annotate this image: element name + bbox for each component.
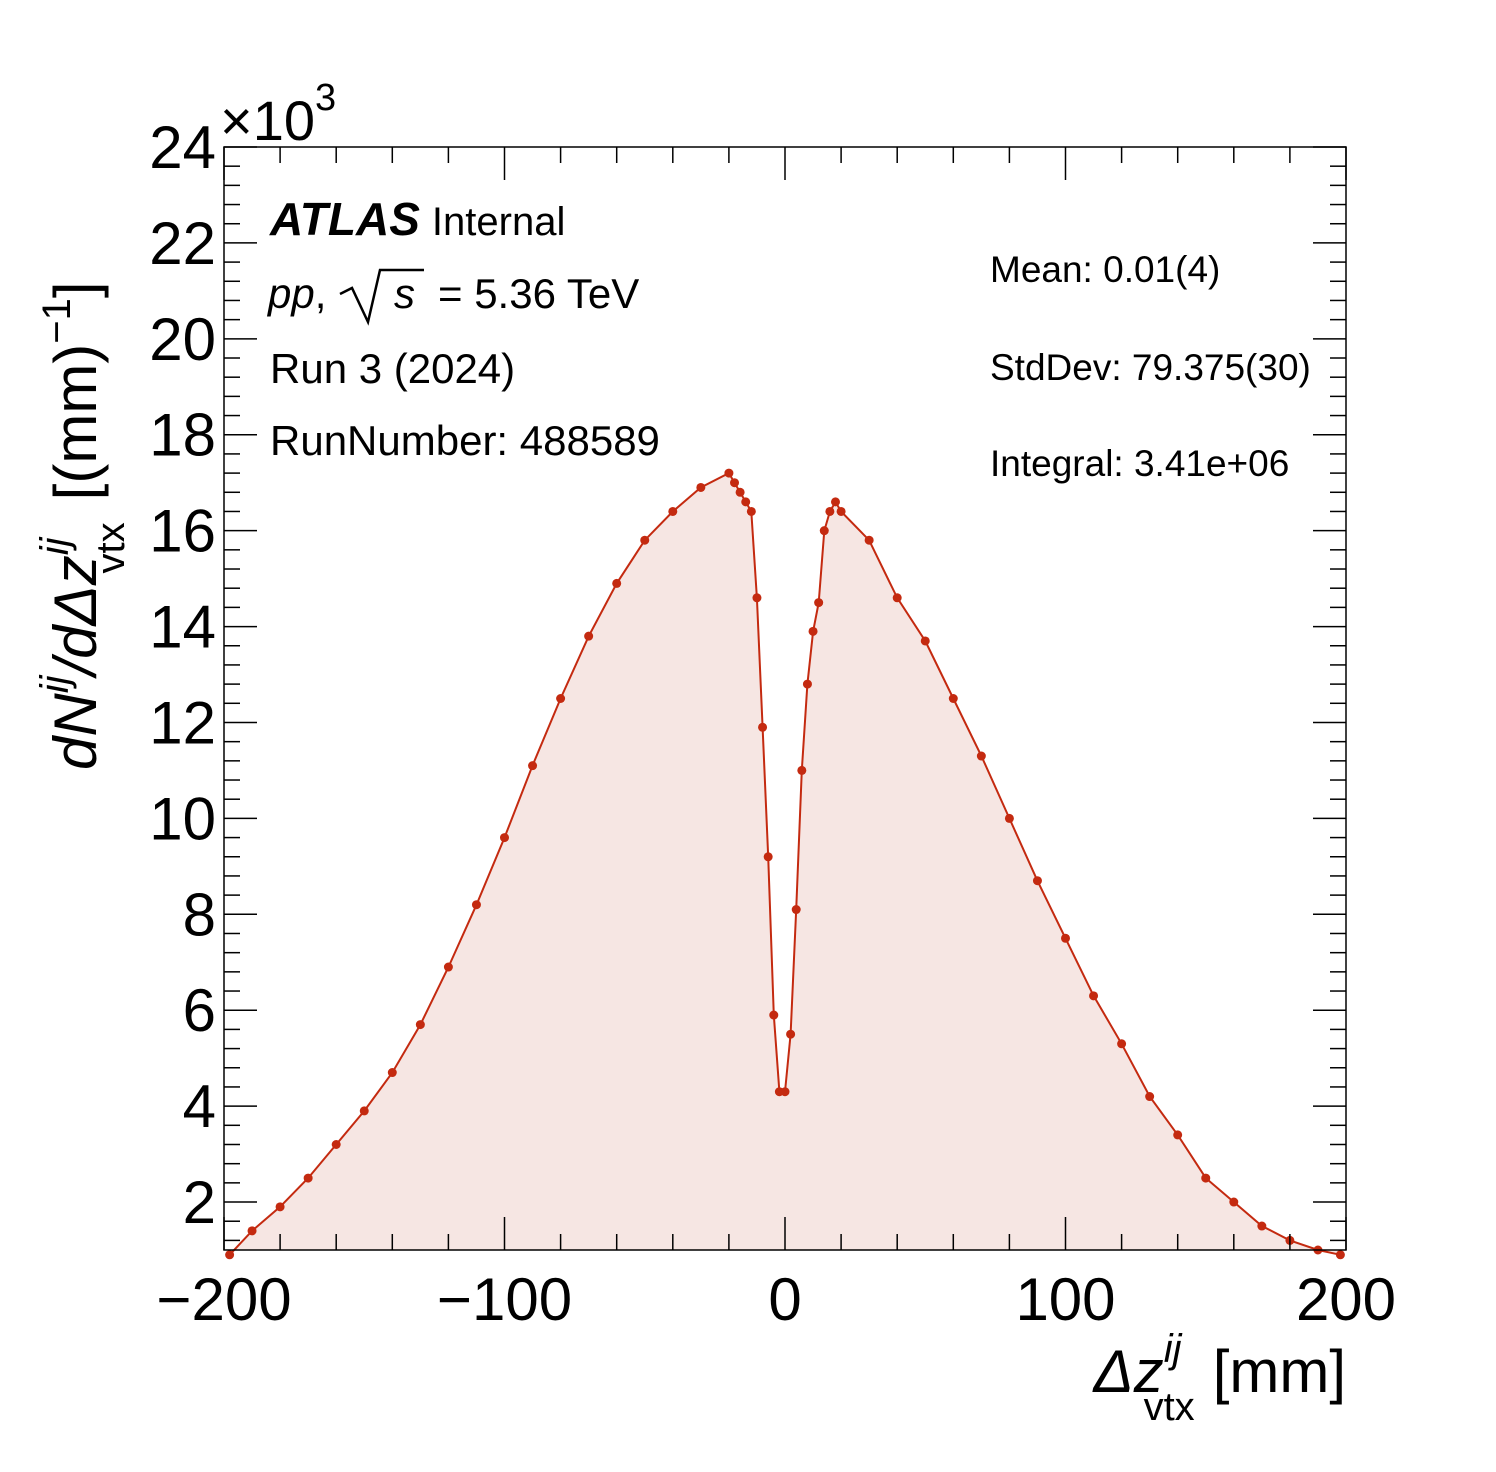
atlas-label: ATLAS Internal (269, 193, 565, 245)
data-point (387, 1068, 397, 1078)
data-point (724, 468, 734, 478)
data-point (1229, 1197, 1239, 1207)
data-point (830, 497, 840, 507)
data-point (696, 482, 706, 492)
y-tick-label: 4 (183, 1073, 216, 1140)
y-tick-label: 6 (183, 977, 216, 1044)
data-point (668, 506, 678, 516)
y-axis-label: dNij/dΔzij vtx[(mm)−1] (33, 281, 133, 770)
x-tick-label: 200 (1296, 1266, 1396, 1333)
data-point (836, 506, 846, 516)
data-point (864, 535, 874, 545)
histogram-fill-area (229, 473, 1341, 1255)
data-point (769, 1010, 779, 1020)
data-point (1335, 1250, 1345, 1260)
x-tick-label: 0 (768, 1266, 801, 1333)
data-point (948, 694, 958, 703)
data-point (976, 751, 986, 761)
data-point (780, 1087, 790, 1097)
data-point (791, 905, 801, 915)
data-point (1004, 813, 1014, 823)
data-point (359, 1106, 369, 1116)
svg-text:s: s (394, 270, 415, 317)
data-point (1201, 1173, 1211, 1183)
data-point (612, 578, 622, 588)
data-point (920, 636, 930, 646)
y-multiplier: ×103 (220, 77, 336, 152)
x-tick-label: −100 (437, 1266, 572, 1333)
y-tick-label: 18 (149, 402, 216, 469)
run-number-label: RunNumber: 488589 (270, 417, 660, 464)
data-point (1089, 991, 1099, 1001)
data-point (1145, 1092, 1155, 1102)
y-tick-label: 24 (149, 114, 216, 181)
data-point (225, 1250, 235, 1260)
data-point (1061, 933, 1070, 943)
data-point (735, 487, 745, 497)
data-point (1032, 876, 1042, 886)
x-tick-label: −200 (156, 1266, 291, 1333)
y-tick-label: 22 (149, 210, 216, 277)
data-markers (225, 468, 1345, 1260)
y-tick-label: 20 (149, 306, 216, 373)
sqrt-symbol (339, 268, 424, 326)
axis-ticks (223, 146, 1347, 1250)
data-point (730, 478, 740, 488)
y-tick-label: 10 (149, 785, 216, 852)
data-point (819, 526, 829, 536)
stats-stddev: StdDev: 79.375(30) (990, 347, 1311, 388)
x-tick-labels: −200 −100 0 100 200 (156, 1266, 1396, 1333)
y-tick-label: 12 (149, 689, 216, 756)
data-point (1117, 1039, 1127, 1049)
data-point (303, 1173, 313, 1183)
data-point (415, 1020, 425, 1030)
x-axis-label: Δzij vtx[mm] (1092, 1327, 1346, 1429)
y-tick-label: 16 (149, 498, 216, 565)
svg-text:pp,: pp, (266, 270, 326, 317)
data-point (275, 1202, 285, 1212)
data-point (471, 900, 481, 910)
svg-text:= 5.36 TeV: = 5.36 TeV (438, 270, 639, 317)
data-point (1257, 1221, 1267, 1231)
data-point (786, 1029, 796, 1039)
data-point (528, 761, 538, 771)
data-point (763, 852, 773, 862)
data-point (814, 598, 824, 608)
data-point (746, 506, 756, 516)
y-tick-label: 8 (183, 881, 216, 948)
data-point (752, 593, 762, 603)
run-label: Run 3 (2024) (270, 345, 515, 392)
energy-label: pp, s = 5.36 TeV (266, 268, 639, 326)
data-point (640, 535, 650, 545)
data-point (1173, 1130, 1183, 1140)
data-point (500, 833, 509, 843)
data-point (741, 497, 751, 507)
data-point (802, 679, 812, 689)
data-point (808, 626, 818, 636)
data-point (584, 631, 594, 641)
data-point (556, 694, 566, 703)
y-tick-label: 14 (149, 594, 216, 661)
data-point (443, 962, 453, 972)
data-point (247, 1226, 257, 1236)
data-point (797, 765, 807, 775)
stats-mean: Mean: 0.01(4) (990, 249, 1220, 290)
stats-integral: Integral: 3.41e+06 (990, 443, 1289, 484)
data-point (892, 593, 902, 603)
data-point (758, 722, 768, 732)
x-tick-label: 100 (1015, 1266, 1115, 1333)
y-tick-label: 2 (183, 1169, 216, 1236)
data-point (825, 506, 835, 516)
data-point (331, 1139, 341, 1149)
